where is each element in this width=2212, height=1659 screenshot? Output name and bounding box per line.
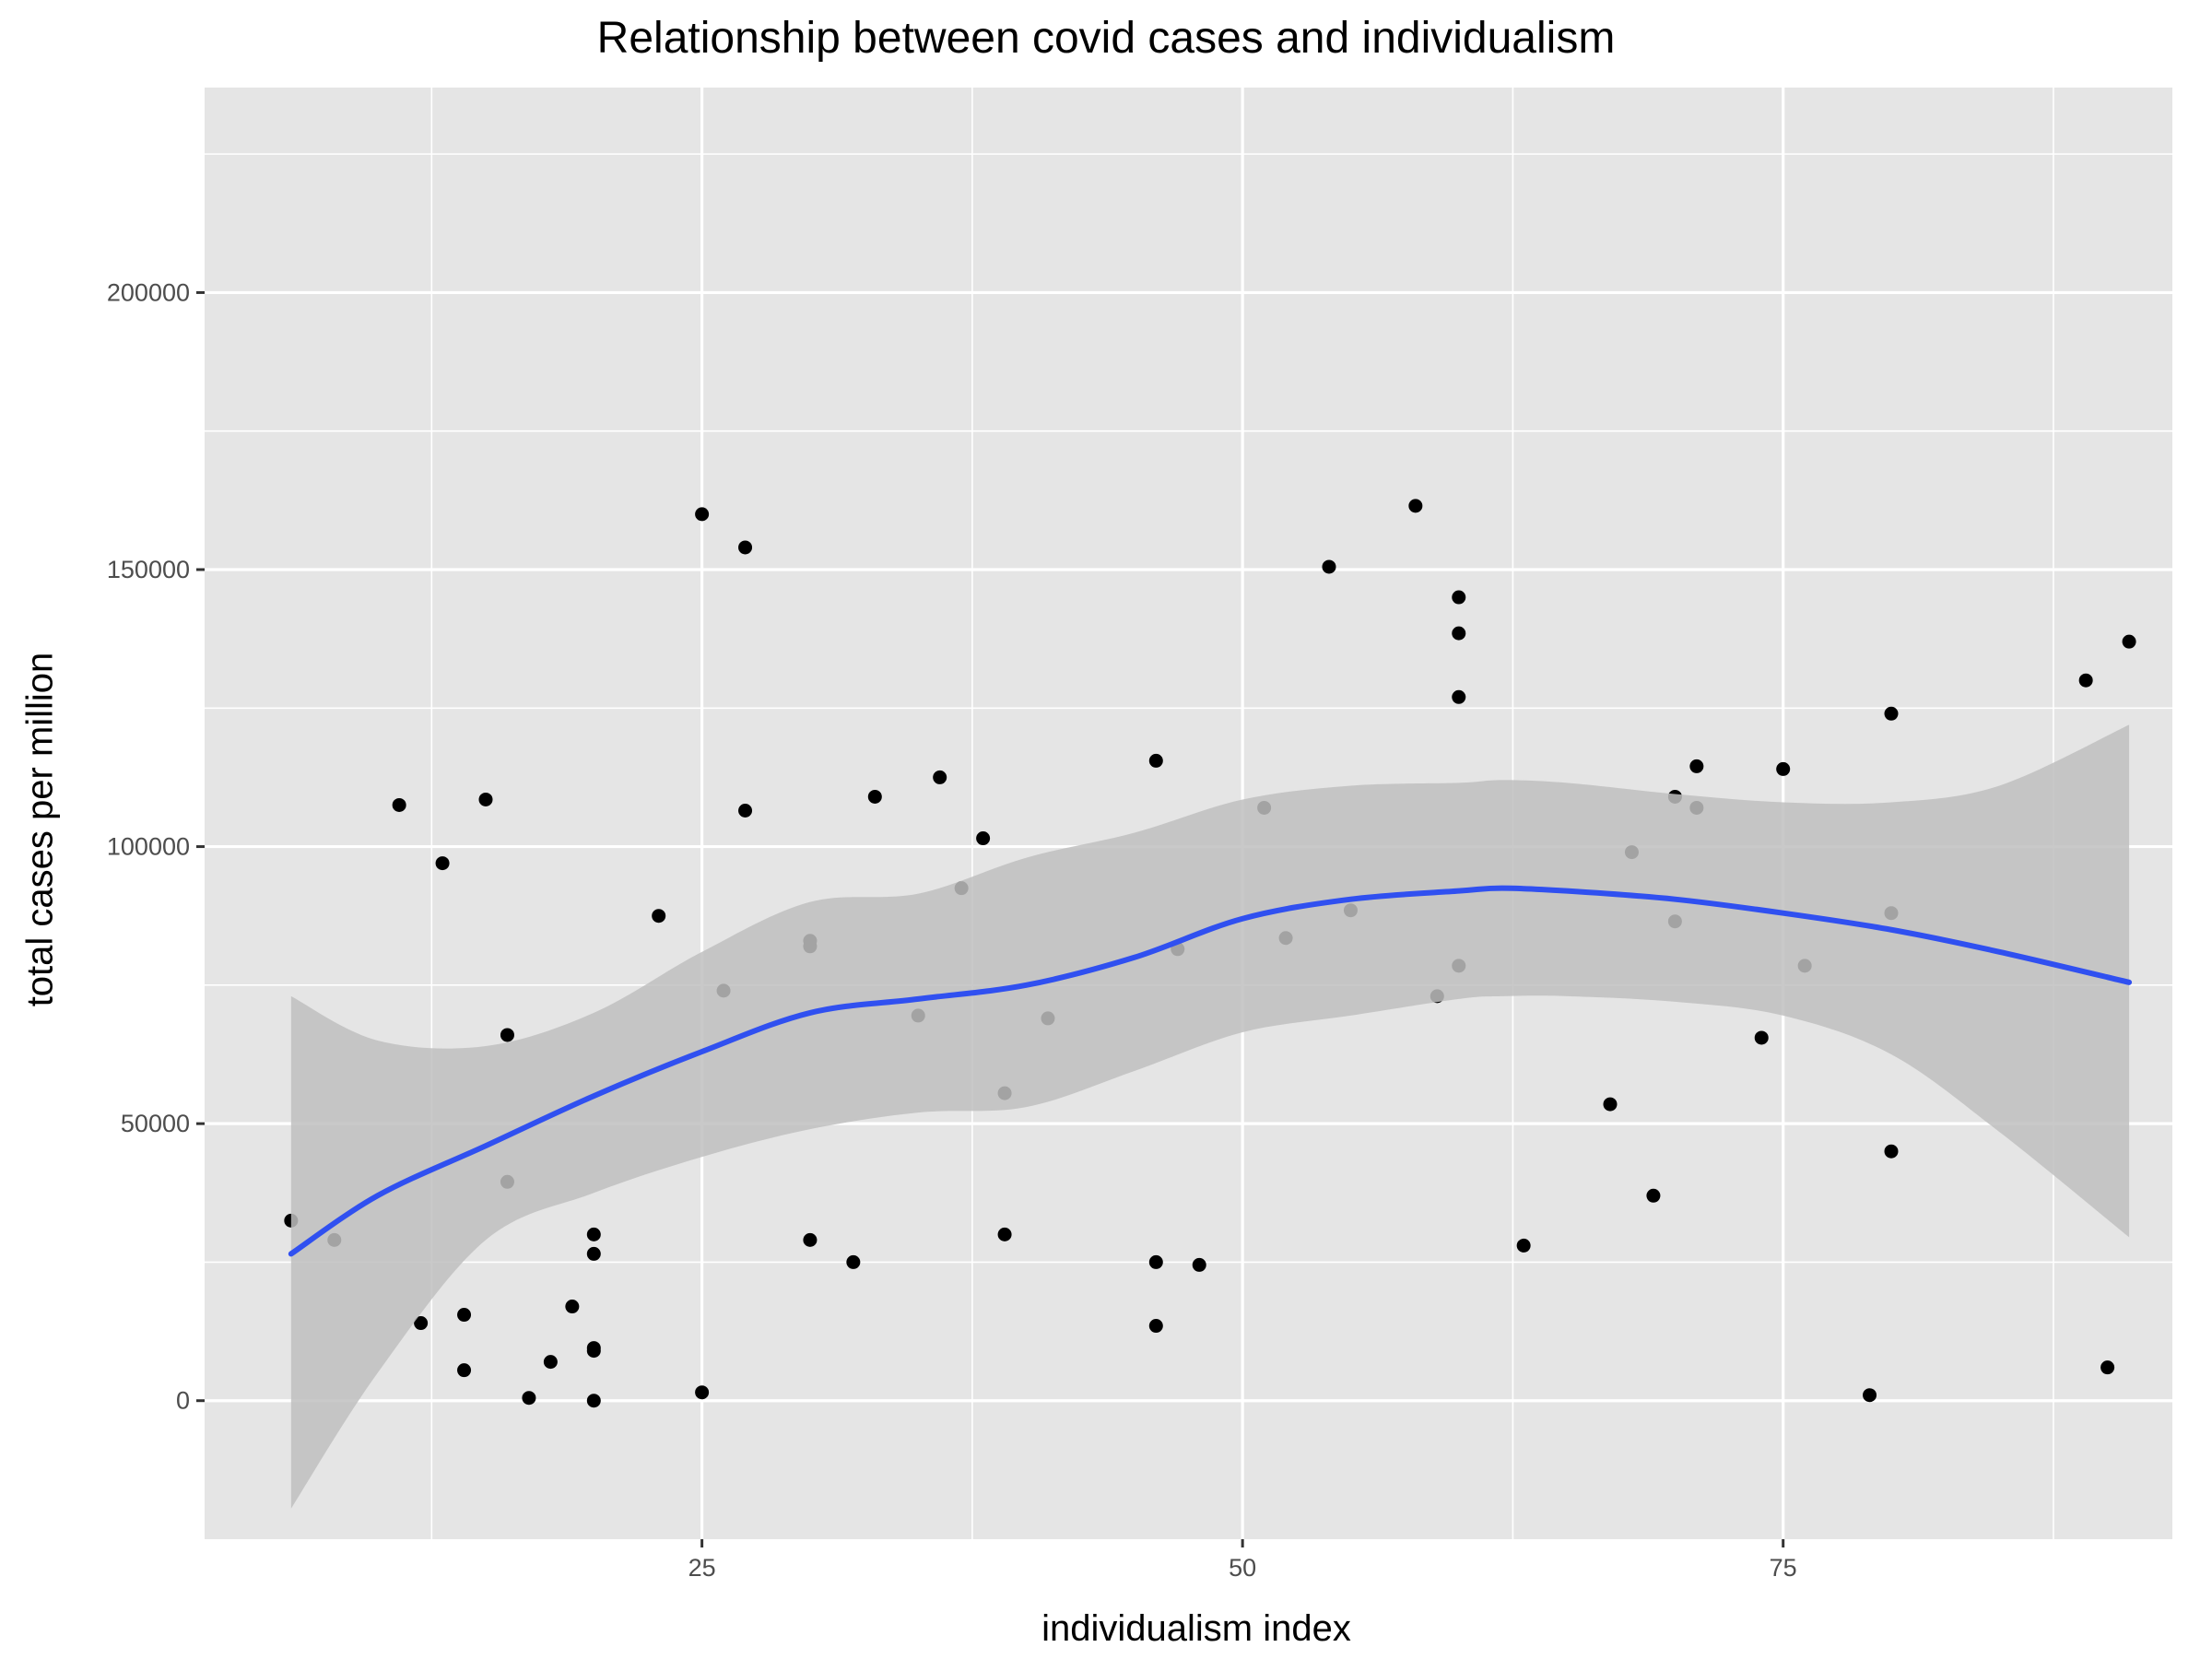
data-point (1148, 1319, 1163, 1334)
data-point (586, 1344, 601, 1359)
data-point (1322, 559, 1336, 574)
data-point (1452, 626, 1466, 641)
x-tick-label: 25 (688, 1554, 716, 1582)
data-point (738, 803, 753, 818)
data-point (1516, 1238, 1531, 1253)
data-point (1863, 1388, 1877, 1403)
data-point (1192, 1257, 1206, 1272)
y-tick-label: 100000 (107, 833, 190, 861)
major-gridlines (205, 88, 2172, 1539)
y-tick-label: 50000 (121, 1110, 190, 1137)
data-point (2100, 1360, 2115, 1375)
data-point (933, 770, 947, 784)
data-point (392, 797, 406, 812)
data-point (543, 1355, 558, 1370)
data-point (565, 1300, 580, 1314)
data-point (457, 1308, 472, 1323)
y-tick-label: 150000 (107, 556, 190, 583)
data-point (1754, 1030, 1769, 1045)
tick-labels: 25 50 75 0 50000 100000 150000 200000 (107, 278, 1797, 1582)
data-point (478, 792, 493, 806)
data-point (414, 1316, 429, 1331)
data-point (997, 1227, 1012, 1241)
data-point (803, 1232, 818, 1247)
data-point (522, 1391, 536, 1406)
data-point (2122, 634, 2136, 649)
data-point (2078, 673, 2093, 688)
axis-ticks (196, 290, 1785, 1547)
y-tick-label: 0 (176, 1387, 190, 1415)
data-point (1776, 761, 1791, 776)
y-tick-label: 200000 (107, 278, 190, 306)
data-point (1646, 1188, 1661, 1203)
data-point (1689, 759, 1704, 773)
chart-title: Relationship between covid cases and ind… (596, 14, 1616, 63)
data-point (435, 856, 450, 871)
data-point (1408, 499, 1423, 513)
data-point (457, 1363, 472, 1378)
x-tick-label: 75 (1770, 1554, 1797, 1582)
data-point (695, 1385, 710, 1400)
data-point (1884, 1144, 1899, 1159)
data-point (1148, 753, 1163, 768)
data-point (846, 1254, 861, 1269)
data-point (976, 831, 991, 846)
data-point (652, 909, 666, 924)
data-point (1603, 1097, 1618, 1112)
data-point (695, 507, 710, 522)
data-point (1148, 1254, 1163, 1269)
data-point (1452, 689, 1466, 704)
data-point (738, 540, 753, 555)
data-point (1884, 706, 1899, 721)
x-tick-label: 50 (1229, 1554, 1256, 1582)
data-point (500, 1028, 514, 1042)
smooth-trend-line (288, 885, 2133, 1257)
data-point (586, 1227, 601, 1241)
x-axis-label: individualism index (1041, 1608, 1351, 1649)
data-point (586, 1394, 601, 1408)
data-point (867, 789, 882, 804)
data-point (586, 1246, 601, 1261)
confidence-band (290, 724, 2130, 1509)
data-point (1452, 590, 1466, 605)
